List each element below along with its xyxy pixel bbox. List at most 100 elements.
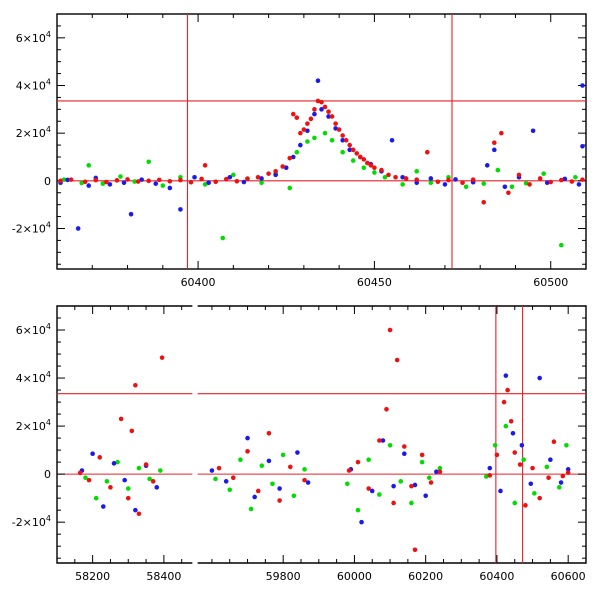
data-point xyxy=(147,476,152,482)
data-point xyxy=(544,464,550,470)
data-point xyxy=(206,180,211,186)
data-point xyxy=(442,182,448,187)
data-point xyxy=(377,438,382,443)
data-point xyxy=(340,138,345,143)
data-point xyxy=(125,486,131,491)
data-point xyxy=(128,211,134,217)
data-point xyxy=(355,507,361,513)
data-point xyxy=(506,190,511,196)
data-point xyxy=(188,179,194,185)
data-point xyxy=(158,468,163,473)
data-point xyxy=(387,443,393,448)
data-point xyxy=(562,176,568,182)
data-point xyxy=(564,443,569,448)
y-tick-label: -2×104 xyxy=(12,514,51,529)
data-point xyxy=(248,506,254,512)
data-point xyxy=(178,177,183,183)
data-point xyxy=(357,154,363,160)
data-point xyxy=(280,164,286,169)
data-point xyxy=(428,480,434,485)
data-point xyxy=(83,475,88,481)
y-tick-label: 2×104 xyxy=(16,418,51,433)
data-point xyxy=(302,467,307,472)
data-point xyxy=(143,462,149,467)
data-point xyxy=(573,174,578,180)
data-point xyxy=(125,495,131,501)
data-point xyxy=(369,488,375,494)
data-point xyxy=(139,177,144,182)
y-tick-label: 0 xyxy=(44,468,51,481)
data-point xyxy=(290,111,296,117)
data-point xyxy=(86,183,92,188)
data-point xyxy=(252,494,257,500)
data-point xyxy=(90,451,95,457)
data-point xyxy=(546,475,551,481)
data-point xyxy=(266,171,271,176)
data-point xyxy=(101,504,106,509)
data-point xyxy=(302,477,307,483)
top-panel: 60400 60450 60500 -2×104 0 2×104 4×104 6×104 xyxy=(12,13,587,289)
data-point xyxy=(346,468,352,473)
data-point xyxy=(287,464,293,470)
data-point xyxy=(305,139,310,144)
data-point xyxy=(412,482,418,488)
y-tick-label: 0 xyxy=(44,175,51,188)
data-point xyxy=(470,177,476,182)
data-point xyxy=(283,165,289,171)
data-point xyxy=(266,430,272,436)
data-point xyxy=(498,488,503,494)
data-point xyxy=(75,226,81,231)
data-point xyxy=(384,406,389,412)
data-point xyxy=(359,519,364,525)
data-point xyxy=(290,154,296,160)
data-point xyxy=(446,177,451,183)
data-point xyxy=(154,485,160,490)
data-point xyxy=(61,177,67,182)
data-point xyxy=(481,199,487,205)
data-point xyxy=(400,182,405,187)
data-point xyxy=(68,177,74,182)
data-point xyxy=(129,428,135,434)
data-point xyxy=(523,503,528,508)
plot-frame-left xyxy=(56,305,193,564)
y-tick-label: 6×104 xyxy=(16,322,51,337)
data-point xyxy=(270,481,275,487)
data-point xyxy=(111,461,117,466)
data-point xyxy=(377,492,382,497)
data-point xyxy=(463,184,469,190)
data-point xyxy=(425,149,430,155)
data-point xyxy=(312,135,317,141)
data-point xyxy=(115,459,120,465)
data-point xyxy=(202,163,208,168)
data-point xyxy=(409,483,414,489)
data-point xyxy=(77,470,83,476)
series-1 xyxy=(79,373,571,525)
x-tick-label: 60600 xyxy=(551,570,586,583)
data-point xyxy=(156,177,162,183)
data-point xyxy=(167,185,173,191)
data-point xyxy=(372,165,377,171)
data-point xyxy=(93,177,99,183)
data-point xyxy=(509,184,515,190)
data-point xyxy=(551,439,557,445)
x-tick-label: 60500 xyxy=(533,276,568,289)
data-point xyxy=(319,99,324,105)
data-point xyxy=(517,462,523,467)
x-tick-label: 58200 xyxy=(75,570,110,583)
data-point xyxy=(107,182,113,187)
data-point xyxy=(499,130,504,136)
x-tick-label: 60200 xyxy=(408,570,443,583)
data-point xyxy=(528,481,534,487)
data-point xyxy=(319,107,324,112)
x-tick-label: 60450 xyxy=(357,276,392,289)
data-point xyxy=(537,375,542,381)
data-point xyxy=(213,476,218,482)
data-point xyxy=(501,399,507,405)
data-point xyxy=(559,177,564,183)
data-point xyxy=(519,443,525,448)
data-points xyxy=(58,78,585,248)
data-point xyxy=(412,547,418,553)
data-point xyxy=(298,142,303,148)
data-point xyxy=(565,467,571,472)
